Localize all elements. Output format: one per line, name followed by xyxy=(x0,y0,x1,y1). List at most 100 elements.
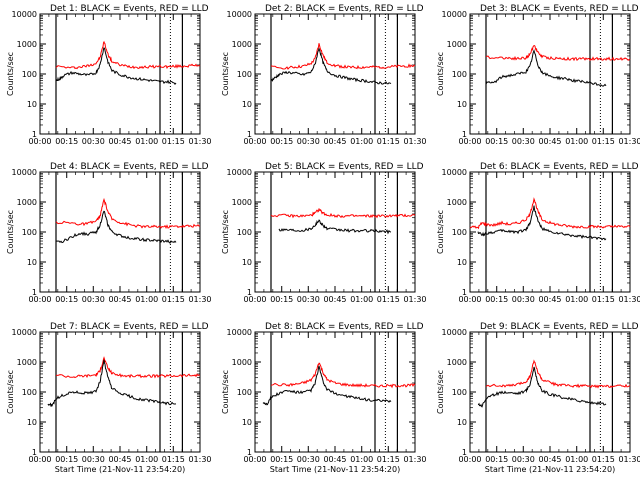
y-tick-label: 10 xyxy=(27,100,37,109)
panel-det-2: Det 2: BLACK = Events, RED = LLD 1 10 100 10… xyxy=(221,4,427,146)
y-tick-label: 10 xyxy=(457,100,467,109)
y-tick-label: 10000 xyxy=(442,10,467,19)
series-lld-line xyxy=(270,362,416,389)
x-tick-label: 00:30 xyxy=(512,455,535,464)
x-tick-label: 01:00 xyxy=(135,137,158,146)
x-tick-label: 00:15 xyxy=(55,137,78,146)
y-tick-label: 1000 xyxy=(447,40,467,49)
x-tick-label: 00:15 xyxy=(270,137,293,146)
x-tick-label: 00:45 xyxy=(538,295,561,304)
x-tick-label: 01:15 xyxy=(377,295,400,304)
panel-title: Det 9: BLACK = Events, RED = LLD xyxy=(480,322,639,332)
x-tick-label: 00:00 xyxy=(28,295,51,304)
y-tick-label: 100 xyxy=(237,388,252,397)
x-tick-label: 00:15 xyxy=(270,455,293,464)
y-tick-label: 100 xyxy=(22,70,37,79)
x-tick-label: 01:30 xyxy=(618,455,640,464)
panel-title: Det 4: BLACK = Events, RED = LLD xyxy=(50,162,209,172)
x-tick-label: 01:30 xyxy=(188,455,211,464)
y-tick-label: 10000 xyxy=(442,168,467,177)
series-lld-line xyxy=(485,45,631,62)
series-events-line xyxy=(47,359,177,407)
x-tick-label: 01:00 xyxy=(565,137,588,146)
y-tick-label: 10000 xyxy=(12,10,37,19)
x-tick-label: 01:30 xyxy=(403,295,426,304)
y-tick-label: 1 xyxy=(32,448,37,457)
x-tick-label: 00:15 xyxy=(485,137,508,146)
y-tick-label: 100 xyxy=(237,70,252,79)
x-tick-label: 01:30 xyxy=(188,295,211,304)
x-tick-label: 00:45 xyxy=(323,455,346,464)
x-tick-label: 00:30 xyxy=(82,137,105,146)
series-lld-line xyxy=(270,208,416,219)
panel-title: Det 5: BLACK = Events, RED = LLD xyxy=(265,162,424,172)
x-tick-label: 00:00 xyxy=(458,455,481,464)
y-tick-label: 1000 xyxy=(447,198,467,207)
x-tick-label: 01:15 xyxy=(592,455,615,464)
y-tick-label: 10000 xyxy=(442,328,467,337)
panel-det-1: Det 1: BLACK = Events, RED = LLD 1 10 100 10… xyxy=(6,4,212,146)
y-axis-label: Counts/sec xyxy=(221,52,230,96)
x-tick-label: 00:00 xyxy=(243,137,266,146)
x-tick-label: 01:15 xyxy=(377,137,400,146)
series-lld-line xyxy=(55,197,201,230)
x-tick-label: 01:00 xyxy=(565,455,588,464)
y-tick-label: 1 xyxy=(247,448,252,457)
x-tick-label: 00:45 xyxy=(108,137,131,146)
y-tick-label: 10 xyxy=(27,418,37,427)
y-axis-label: Counts/sec xyxy=(436,52,445,96)
y-tick-label: 10 xyxy=(242,418,252,427)
x-tick-label: 01:30 xyxy=(403,137,426,146)
x-tick-label: 00:45 xyxy=(108,455,131,464)
panel-det-9: Det 9: BLACK = Events, RED = LLD 1 10 100 10… xyxy=(436,322,640,474)
x-axis-label: Start Time (21-Nov-11 23:54:20) xyxy=(270,465,400,474)
series-events-line xyxy=(55,210,177,244)
y-tick-label: 10000 xyxy=(227,10,252,19)
x-tick-label: 01:30 xyxy=(618,137,640,146)
panel-title: Det 2: BLACK = Events, RED = LLD xyxy=(265,4,424,14)
x-tick-label: 01:15 xyxy=(162,137,185,146)
x-tick-label: 00:15 xyxy=(485,295,508,304)
y-axis-label: Counts/sec xyxy=(221,210,230,254)
x-tick-label: 00:30 xyxy=(82,455,105,464)
x-tick-label: 00:45 xyxy=(323,137,346,146)
y-tick-label: 10000 xyxy=(227,168,252,177)
y-tick-label: 1 xyxy=(462,130,467,139)
x-tick-label: 00:00 xyxy=(243,455,266,464)
x-tick-label: 01:00 xyxy=(350,455,373,464)
x-tick-label: 00:15 xyxy=(55,455,78,464)
panel-title: Det 3: BLACK = Events, RED = LLD xyxy=(480,4,639,14)
panel-det-3: Det 3: BLACK = Events, RED = LLD 1 10 100 10… xyxy=(436,4,640,146)
y-axis-label: Counts/sec xyxy=(6,210,15,254)
x-tick-label: 01:15 xyxy=(162,295,185,304)
series-events-line xyxy=(270,47,392,85)
y-axis-label: Counts/sec xyxy=(436,210,445,254)
series-lld-line xyxy=(55,40,201,70)
x-tick-label: 01:00 xyxy=(135,455,158,464)
y-axis-label: Counts/sec xyxy=(436,370,445,414)
panel-det-5: Det 5: BLACK = Events, RED = LLD 1 10 100 10… xyxy=(221,162,427,304)
x-tick-label: 00:30 xyxy=(297,137,320,146)
y-tick-label: 1000 xyxy=(232,198,252,207)
x-tick-label: 01:15 xyxy=(592,295,615,304)
series-events-line xyxy=(278,219,392,235)
x-tick-label: 01:00 xyxy=(565,295,588,304)
x-axis-label: Start Time (21-Nov-11 23:54:20) xyxy=(55,465,185,474)
y-tick-label: 1 xyxy=(32,130,37,139)
y-tick-label: 10000 xyxy=(12,328,37,337)
panel-title: Det 6: BLACK = Events, RED = LLD xyxy=(480,162,639,172)
y-tick-label: 1000 xyxy=(232,40,252,49)
y-axis-label: Counts/sec xyxy=(6,370,15,414)
x-tick-label: 00:30 xyxy=(297,455,320,464)
x-tick-label: 00:00 xyxy=(28,137,51,146)
y-tick-label: 100 xyxy=(22,388,37,397)
x-tick-label: 01:30 xyxy=(188,137,211,146)
x-tick-label: 01:30 xyxy=(403,455,426,464)
y-tick-label: 100 xyxy=(452,388,467,397)
x-tick-label: 00:00 xyxy=(243,295,266,304)
x-tick-label: 00:15 xyxy=(485,455,508,464)
series-events-line xyxy=(477,205,607,241)
y-tick-label: 1 xyxy=(462,288,467,297)
